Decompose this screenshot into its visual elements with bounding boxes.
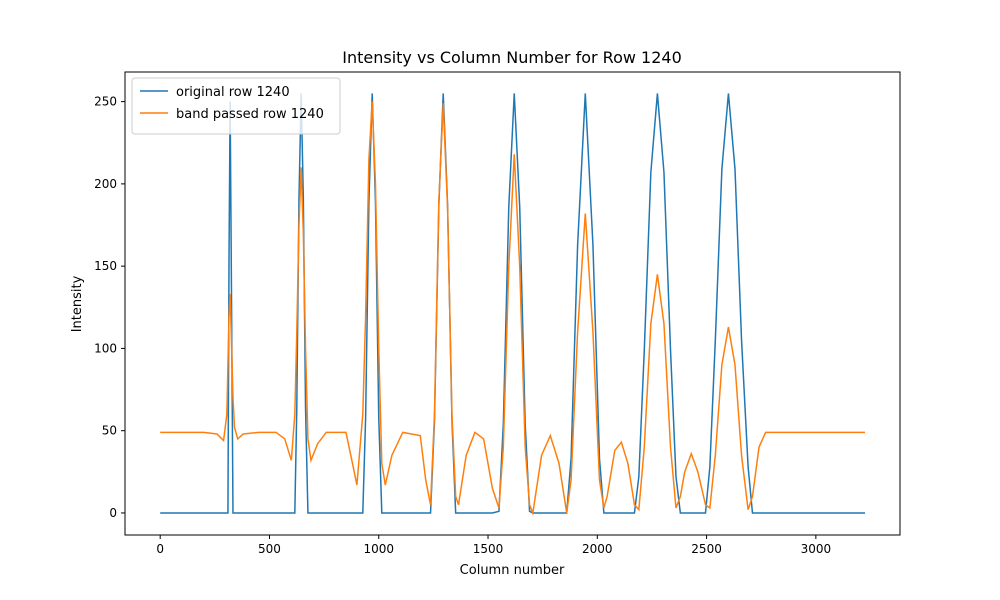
legend-box [131,77,341,135]
chart-title: Intensity vs Column Number for Row 1240 [342,48,682,67]
y-tick-label: 0 [109,506,117,520]
x-tick-label: 2500 [691,542,722,556]
y-tick-label: 150 [94,259,117,273]
y-axis-label: Intensity [70,275,85,332]
data-line [160,93,866,514]
y-tick-label: 200 [94,177,117,191]
x-tick-label: 500 [258,542,281,556]
x-axis-label: Column number [460,563,565,578]
x-tick-label: 2000 [582,542,613,556]
x-tick-label: 3000 [801,542,832,556]
x-tick-label: 1500 [473,542,504,556]
data-line [160,101,866,516]
legend: original row 1240 band passed row 1240 [131,77,341,135]
legend-label: original row 1240 [176,85,290,100]
y-tick-label: 50 [102,424,117,438]
plot-frame [124,71,901,536]
legend-label: band passed row 1240 [176,107,324,122]
y-tick-label: 250 [94,95,117,109]
x-tick-label: 0 [156,542,164,556]
x-tick-label: 1000 [363,542,394,556]
y-tick-label: 100 [94,341,117,355]
